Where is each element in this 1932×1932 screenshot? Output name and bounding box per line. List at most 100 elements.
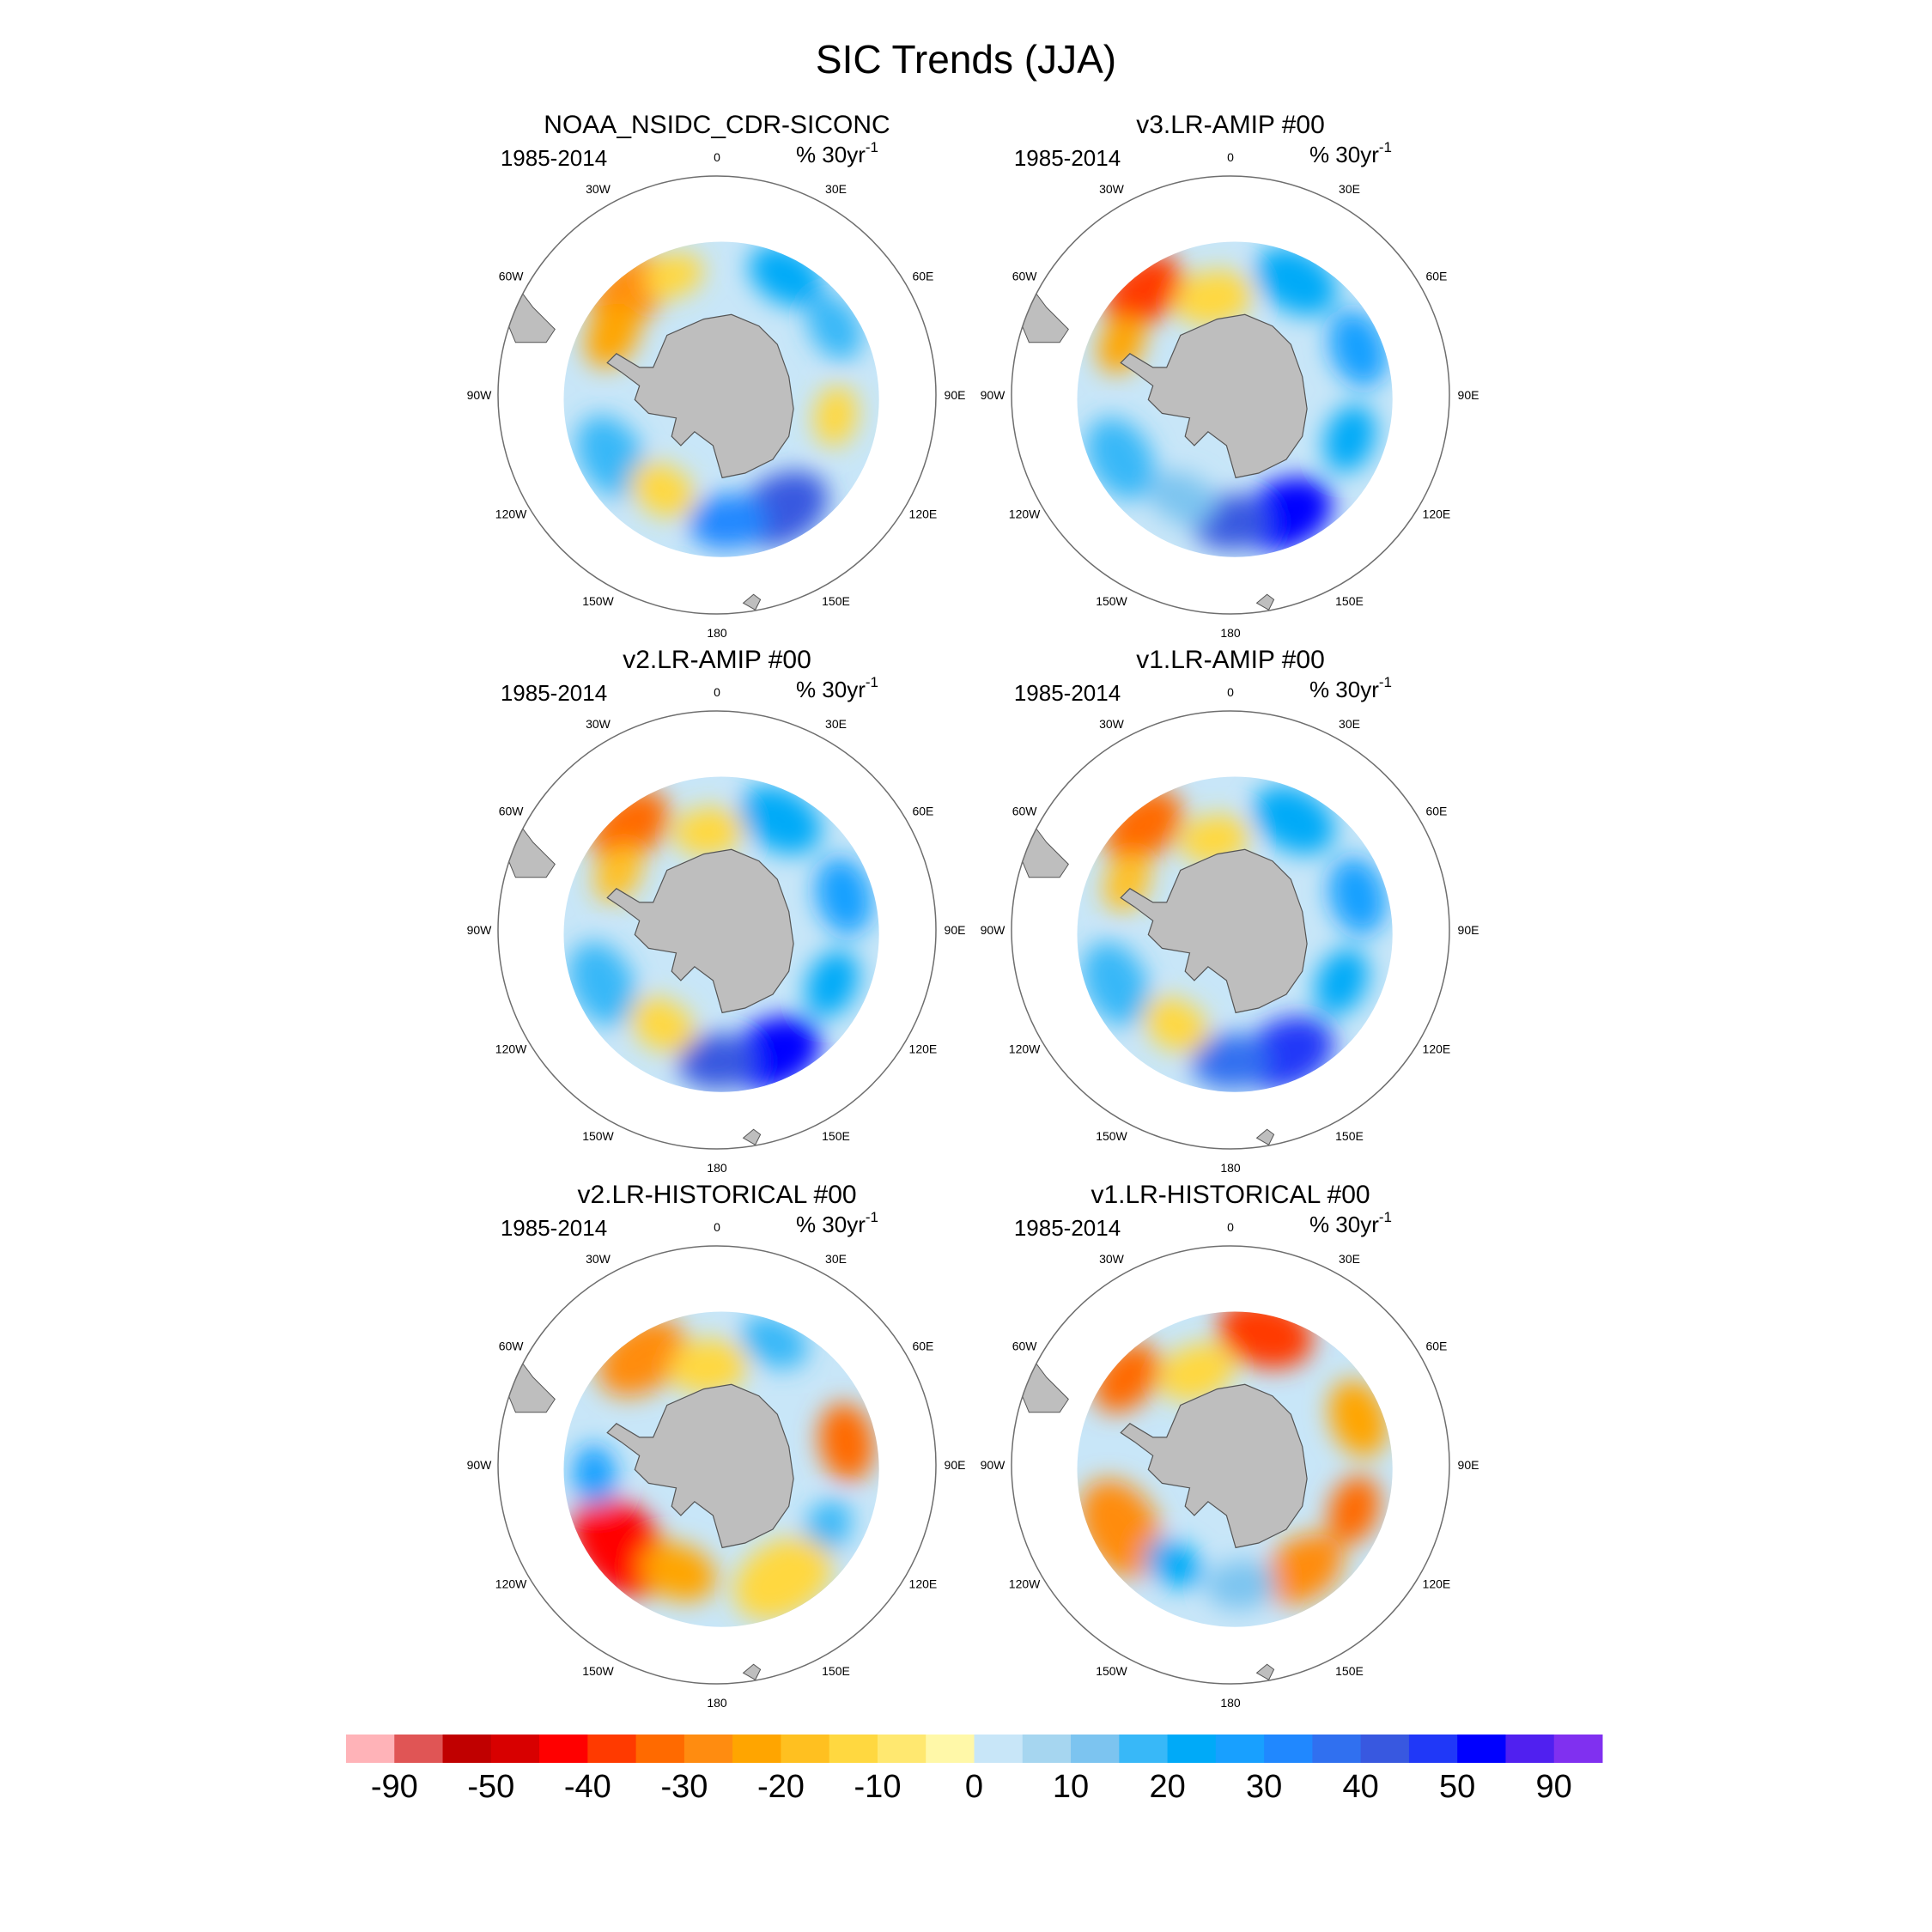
trend-blob [629,997,696,1053]
units-label: % 30yr-1 [796,674,878,702]
trend-blob [568,941,635,1026]
map-field [1012,1246,1449,1684]
colorbar-swatch [490,1735,540,1763]
longitude-label: 90E [1458,388,1479,402]
map-panel: v1.LR-HISTORICAL #00 1985-2014 % 30yr-1 0 30… [981,1181,1479,1710]
trend-field [572,1315,875,1620]
trend-blob [1149,471,1216,526]
colorbar-tick-label: 20 [1149,1769,1185,1805]
longitude-label: 0 [1227,1220,1234,1234]
trend-blob [576,415,646,498]
trend-blob [1328,1380,1388,1457]
new-zealand-landmass [742,593,762,611]
longitude-label: 30E [825,717,847,731]
trend-field [576,244,862,550]
map-panel: v2.LR-AMIP #00 1985-2014 % 30yr-1 0 30E 60E 90… [467,646,966,1175]
trend-blob [640,1542,717,1601]
longitude-label: 30E [1339,1252,1360,1266]
trend-blob [818,1402,875,1481]
longitude-label: 30E [825,182,847,196]
map-panel: v1.LR-AMIP #00 1985-2014 % 30yr-1 0 30E 60E 90… [981,646,1479,1175]
map-field [498,1246,936,1684]
longitude-label: 90W [981,1458,1006,1472]
period-label: 1985-2014 [1014,1215,1121,1241]
longitude-label: 60W [499,805,525,818]
antarctica-landmass [1120,848,1308,1014]
figure-title: SIC Trends (JJA) [816,37,1116,82]
longitude-label: 60W [1012,805,1038,818]
longitude-label: 120W [495,1577,527,1591]
longitude-label: 120W [495,507,527,521]
colorbar-swatch [1071,1735,1120,1763]
trend-blob [669,1339,748,1394]
units-label: % 30yr-1 [1309,139,1392,167]
longitude-label: 0 [1227,685,1234,699]
longitude-label: 120E [909,507,938,521]
longitude-label: 60W [499,270,525,283]
trend-blob [1143,997,1209,1053]
new-zealand-landmass [742,1128,762,1145]
longitude-label: 120W [495,1042,527,1056]
longitude-label: 0 [714,150,720,164]
units-exponent: -1 [866,1209,878,1225]
longitude-label: 150W [1096,1129,1127,1143]
longitude-label: 60E [912,270,933,283]
colorbar-swatch [539,1735,588,1763]
longitude-label: 60E [1425,805,1447,818]
longitude-label: 150E [822,1129,850,1143]
longitude-label: 30W [586,1252,611,1266]
colorbar-swatch [732,1735,781,1763]
trend-blob [677,1033,756,1090]
colorbar-swatch [635,1735,685,1763]
colorbar-swatch [1312,1735,1362,1763]
map-panel: v2.LR-HISTORICAL #00 1985-2014 % 30yr-1 0 30… [467,1181,966,1710]
trend-blob [813,385,858,447]
trend-blob [1082,941,1149,1026]
longitude-label: 150W [1096,1664,1127,1678]
trend-blob [805,950,860,1018]
units-label: % 30yr-1 [1309,1209,1392,1237]
longitude-label: 0 [714,685,720,699]
trend-blob [585,301,641,368]
longitude-label: 90W [467,1458,493,1472]
colorbar-tick-label: 40 [1343,1769,1379,1805]
new-zealand-landmass [742,1663,762,1680]
period-label: 1985-2014 [1014,680,1121,706]
map-boundary [1011,1245,1450,1685]
trend-field [568,785,873,1091]
longitude-label: 120W [1009,1042,1041,1056]
longitude-label: 120W [1009,1577,1041,1591]
longitude-label: 90W [467,388,493,402]
map-field [498,176,936,614]
longitude-label: 30W [1099,1252,1125,1266]
longitude-label: 150W [582,594,614,608]
period-label: 1985-2014 [1014,145,1121,171]
longitude-label: 60E [1425,1340,1447,1353]
longitude-label: 60E [1425,270,1447,283]
trend-blob [1327,1475,1381,1544]
panel-title: v3.LR-AMIP #00 [1136,111,1325,139]
longitude-label: 150E [822,1664,850,1678]
longitude-label: 60W [1012,270,1038,283]
longitude-label: 90W [467,923,493,937]
units-label: % 30yr-1 [1309,674,1392,702]
longitude-label: 30W [586,717,611,731]
trend-blob [643,252,704,299]
colorbar-swatch [1119,1735,1169,1763]
trend-blob [1206,1559,1276,1610]
longitude-label: 30E [1339,182,1360,196]
longitude-label: 60W [1012,1340,1038,1353]
panel-title: v2.LR-AMIP #00 [623,646,811,674]
trend-blob [1263,1533,1344,1605]
longitude-label: 120W [1009,507,1041,521]
trend-blob [1328,310,1388,387]
colorbar-swatch [781,1735,830,1763]
longitude-label: 120E [1423,1577,1451,1591]
longitude-label: 150W [1096,594,1127,608]
longitude-label: 90W [981,923,1006,937]
trend-blob [1158,1343,1236,1402]
colorbar-swatch [346,1735,395,1763]
longitude-label: 150E [1335,1664,1364,1678]
colorbar-swatch [1022,1735,1072,1763]
colorbar-tick-label: -90 [371,1769,418,1805]
